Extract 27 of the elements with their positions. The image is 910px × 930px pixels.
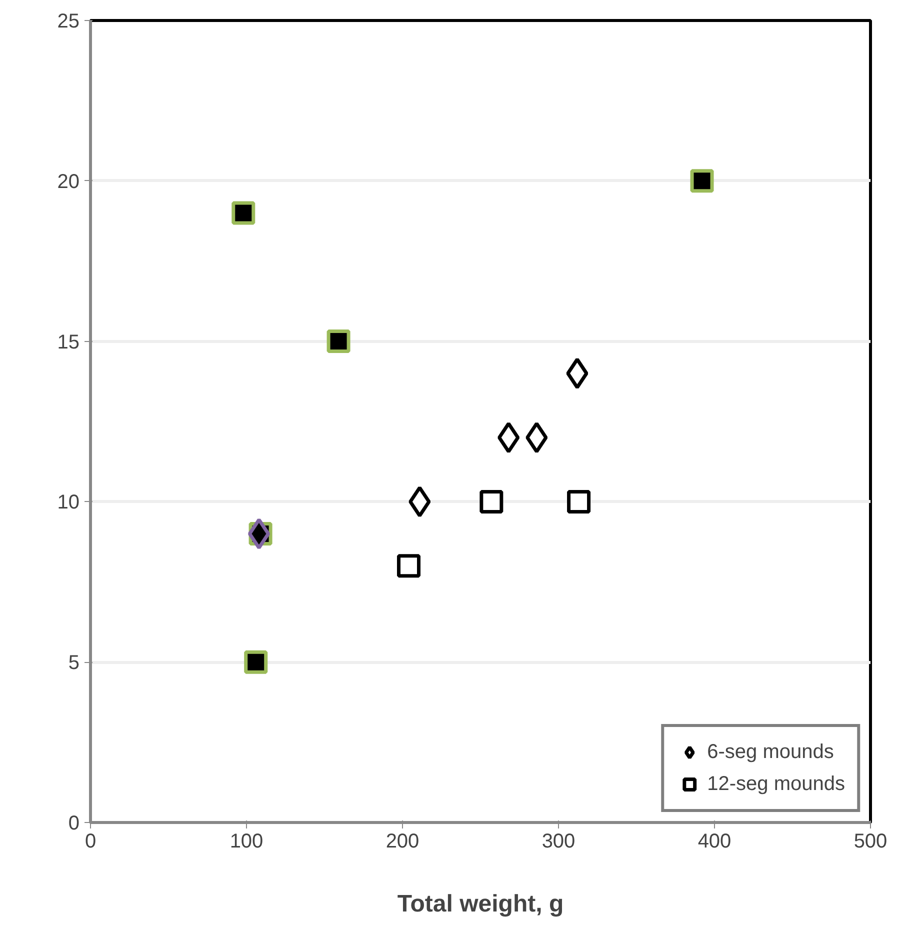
point <box>690 169 714 193</box>
y-tick-label: 0 <box>68 812 80 834</box>
point <box>248 518 270 550</box>
y-tick-label: 15 <box>57 331 80 354</box>
x-tick-label: 300 <box>542 830 576 852</box>
x-tick-label: 0 <box>84 830 96 852</box>
point <box>566 358 588 390</box>
point <box>497 422 520 454</box>
legend-label: 12-seg mounds <box>707 772 845 796</box>
x-tick-label: 100 <box>230 830 264 852</box>
x-tick-label: 400 <box>698 830 732 852</box>
legend-label: 6-seg mounds <box>707 740 834 764</box>
point <box>244 650 268 674</box>
point <box>526 422 548 454</box>
point <box>326 330 350 354</box>
point <box>567 490 591 514</box>
point <box>396 554 420 578</box>
x-tick-label: 200 <box>386 830 420 852</box>
point <box>408 486 431 518</box>
y-tick-label: 20 <box>57 170 80 193</box>
y-tick-label: 25 <box>57 10 80 32</box>
y-tick-label: 10 <box>57 492 80 514</box>
point <box>480 490 504 514</box>
x-axis-title: Total weight, g <box>397 890 564 918</box>
y-tick-label: 5 <box>68 652 80 674</box>
x-tick-label: 500 <box>854 830 888 852</box>
point <box>232 201 256 225</box>
